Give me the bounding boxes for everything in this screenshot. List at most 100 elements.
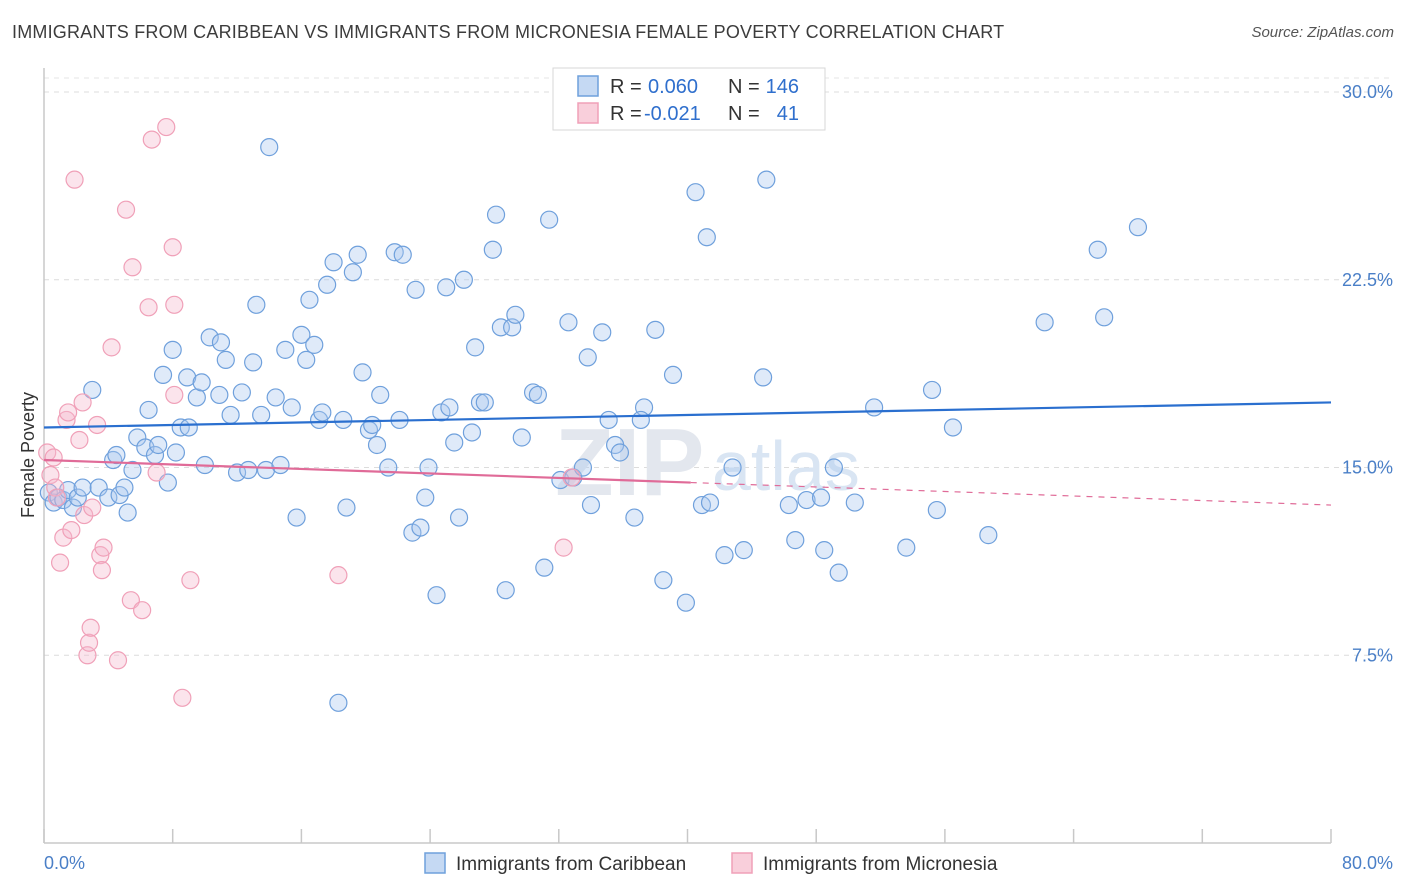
- point-caribbean: [506, 305, 525, 324]
- point-micronesia: [87, 415, 107, 435]
- point-caribbean: [73, 478, 92, 497]
- bottom-legend-swatch-micronesia: [731, 852, 753, 874]
- point-caribbean: [211, 333, 231, 352]
- point-caribbean: [216, 350, 235, 369]
- point-caribbean: [496, 581, 515, 600]
- point-caribbean: [276, 340, 295, 359]
- source-label: Source: ZipAtlas.com: [1251, 24, 1394, 41]
- point-micronesia: [73, 393, 92, 412]
- legend-swatch-micronesia: [577, 102, 599, 124]
- point-caribbean: [260, 138, 279, 157]
- point-micronesia: [173, 688, 192, 707]
- point-caribbean: [654, 571, 673, 590]
- legend-n-label-2: N =: [728, 103, 760, 125]
- point-caribbean: [797, 490, 816, 510]
- point-caribbean: [247, 295, 266, 314]
- point-caribbean: [865, 398, 884, 417]
- trend-line-caribbean: [43, 401, 1332, 429]
- point-caribbean: [1035, 313, 1054, 332]
- point-caribbean: [192, 373, 211, 392]
- point-caribbean: [535, 558, 554, 577]
- point-caribbean: [123, 460, 142, 480]
- point-micronesia: [142, 130, 161, 149]
- legend-r-label-2: R =: [610, 103, 642, 125]
- point-micronesia: [147, 463, 166, 482]
- point-caribbean: [313, 403, 332, 422]
- point-caribbean: [779, 495, 798, 515]
- point-caribbean: [256, 460, 276, 480]
- point-caribbean: [329, 693, 348, 712]
- point-caribbean: [593, 323, 612, 342]
- point-micronesia: [59, 403, 78, 422]
- point-caribbean: [734, 541, 753, 560]
- bottom-legend-label-micronesia: Immigrants from Micronesia: [763, 854, 998, 875]
- point-micronesia: [92, 561, 112, 580]
- point-micronesia: [79, 633, 99, 652]
- point-caribbean: [104, 450, 123, 470]
- point-caribbean: [266, 388, 285, 407]
- point-caribbean: [445, 433, 464, 452]
- point-caribbean: [166, 443, 186, 462]
- point-caribbean: [540, 210, 559, 229]
- point-micronesia: [157, 117, 176, 137]
- trend-line-micronesia: [43, 458, 691, 484]
- point-caribbean: [470, 393, 490, 412]
- legend-r-value-1: 0.060: [648, 76, 698, 98]
- point-caribbean: [353, 363, 372, 382]
- point-caribbean: [244, 353, 263, 372]
- point-caribbean: [578, 348, 597, 367]
- point-micronesia: [116, 200, 136, 219]
- point-micronesia: [102, 338, 121, 357]
- point-micronesia: [123, 258, 142, 277]
- legend-box: R = 0.060 N = 146 R = -0.021 N = 41: [552, 67, 826, 131]
- point-caribbean: [367, 435, 387, 455]
- point-caribbean: [427, 586, 446, 605]
- y-tick-label: 30.0%: [1342, 82, 1393, 102]
- point-caribbean: [221, 405, 240, 425]
- point-caribbean: [686, 183, 705, 202]
- point-caribbean: [922, 380, 942, 400]
- point-caribbean: [528, 385, 547, 405]
- point-caribbean: [115, 478, 134, 497]
- point-caribbean: [318, 275, 337, 294]
- point-caribbean: [454, 270, 473, 289]
- chart-title: IMMIGRANTS FROM CARIBBEAN VS IMMIGRANTS …: [12, 22, 1005, 42]
- point-caribbean: [393, 245, 412, 264]
- point-caribbean: [153, 365, 173, 385]
- point-micronesia: [133, 601, 152, 620]
- point-micronesia: [62, 520, 81, 540]
- point-micronesia: [165, 295, 184, 314]
- point-caribbean: [757, 170, 776, 189]
- point-caribbean: [437, 278, 456, 297]
- point-caribbean: [486, 205, 506, 224]
- point-caribbean: [371, 385, 390, 405]
- point-caribbean: [897, 538, 916, 557]
- y-tick-label: 22.5%: [1342, 270, 1393, 290]
- point-caribbean: [1095, 308, 1114, 327]
- point-micronesia: [181, 571, 200, 590]
- axes: [43, 68, 1332, 844]
- legend-n-label-1: N =: [728, 76, 760, 98]
- point-caribbean: [68, 488, 87, 507]
- bottom-legend-label-caribbean: Immigrants from Caribbean: [456, 854, 686, 875]
- point-caribbean: [83, 380, 102, 400]
- point-caribbean: [483, 240, 502, 259]
- point-micronesia: [50, 553, 70, 572]
- y-axis-label: Female Poverty: [18, 392, 38, 518]
- point-caribbean: [179, 418, 198, 437]
- point-caribbean: [99, 488, 118, 507]
- point-caribbean: [252, 405, 271, 425]
- point-caribbean: [943, 418, 963, 437]
- point-micronesia: [329, 566, 348, 585]
- point-caribbean: [343, 263, 362, 282]
- point-micronesia: [65, 170, 84, 189]
- point-caribbean: [178, 368, 197, 387]
- point-micronesia: [139, 298, 158, 317]
- point-caribbean: [163, 340, 182, 359]
- point-micronesia: [83, 498, 102, 517]
- point-caribbean: [523, 383, 543, 402]
- point-caribbean: [449, 508, 469, 527]
- point-caribbean: [139, 400, 158, 420]
- point-caribbean: [715, 546, 734, 565]
